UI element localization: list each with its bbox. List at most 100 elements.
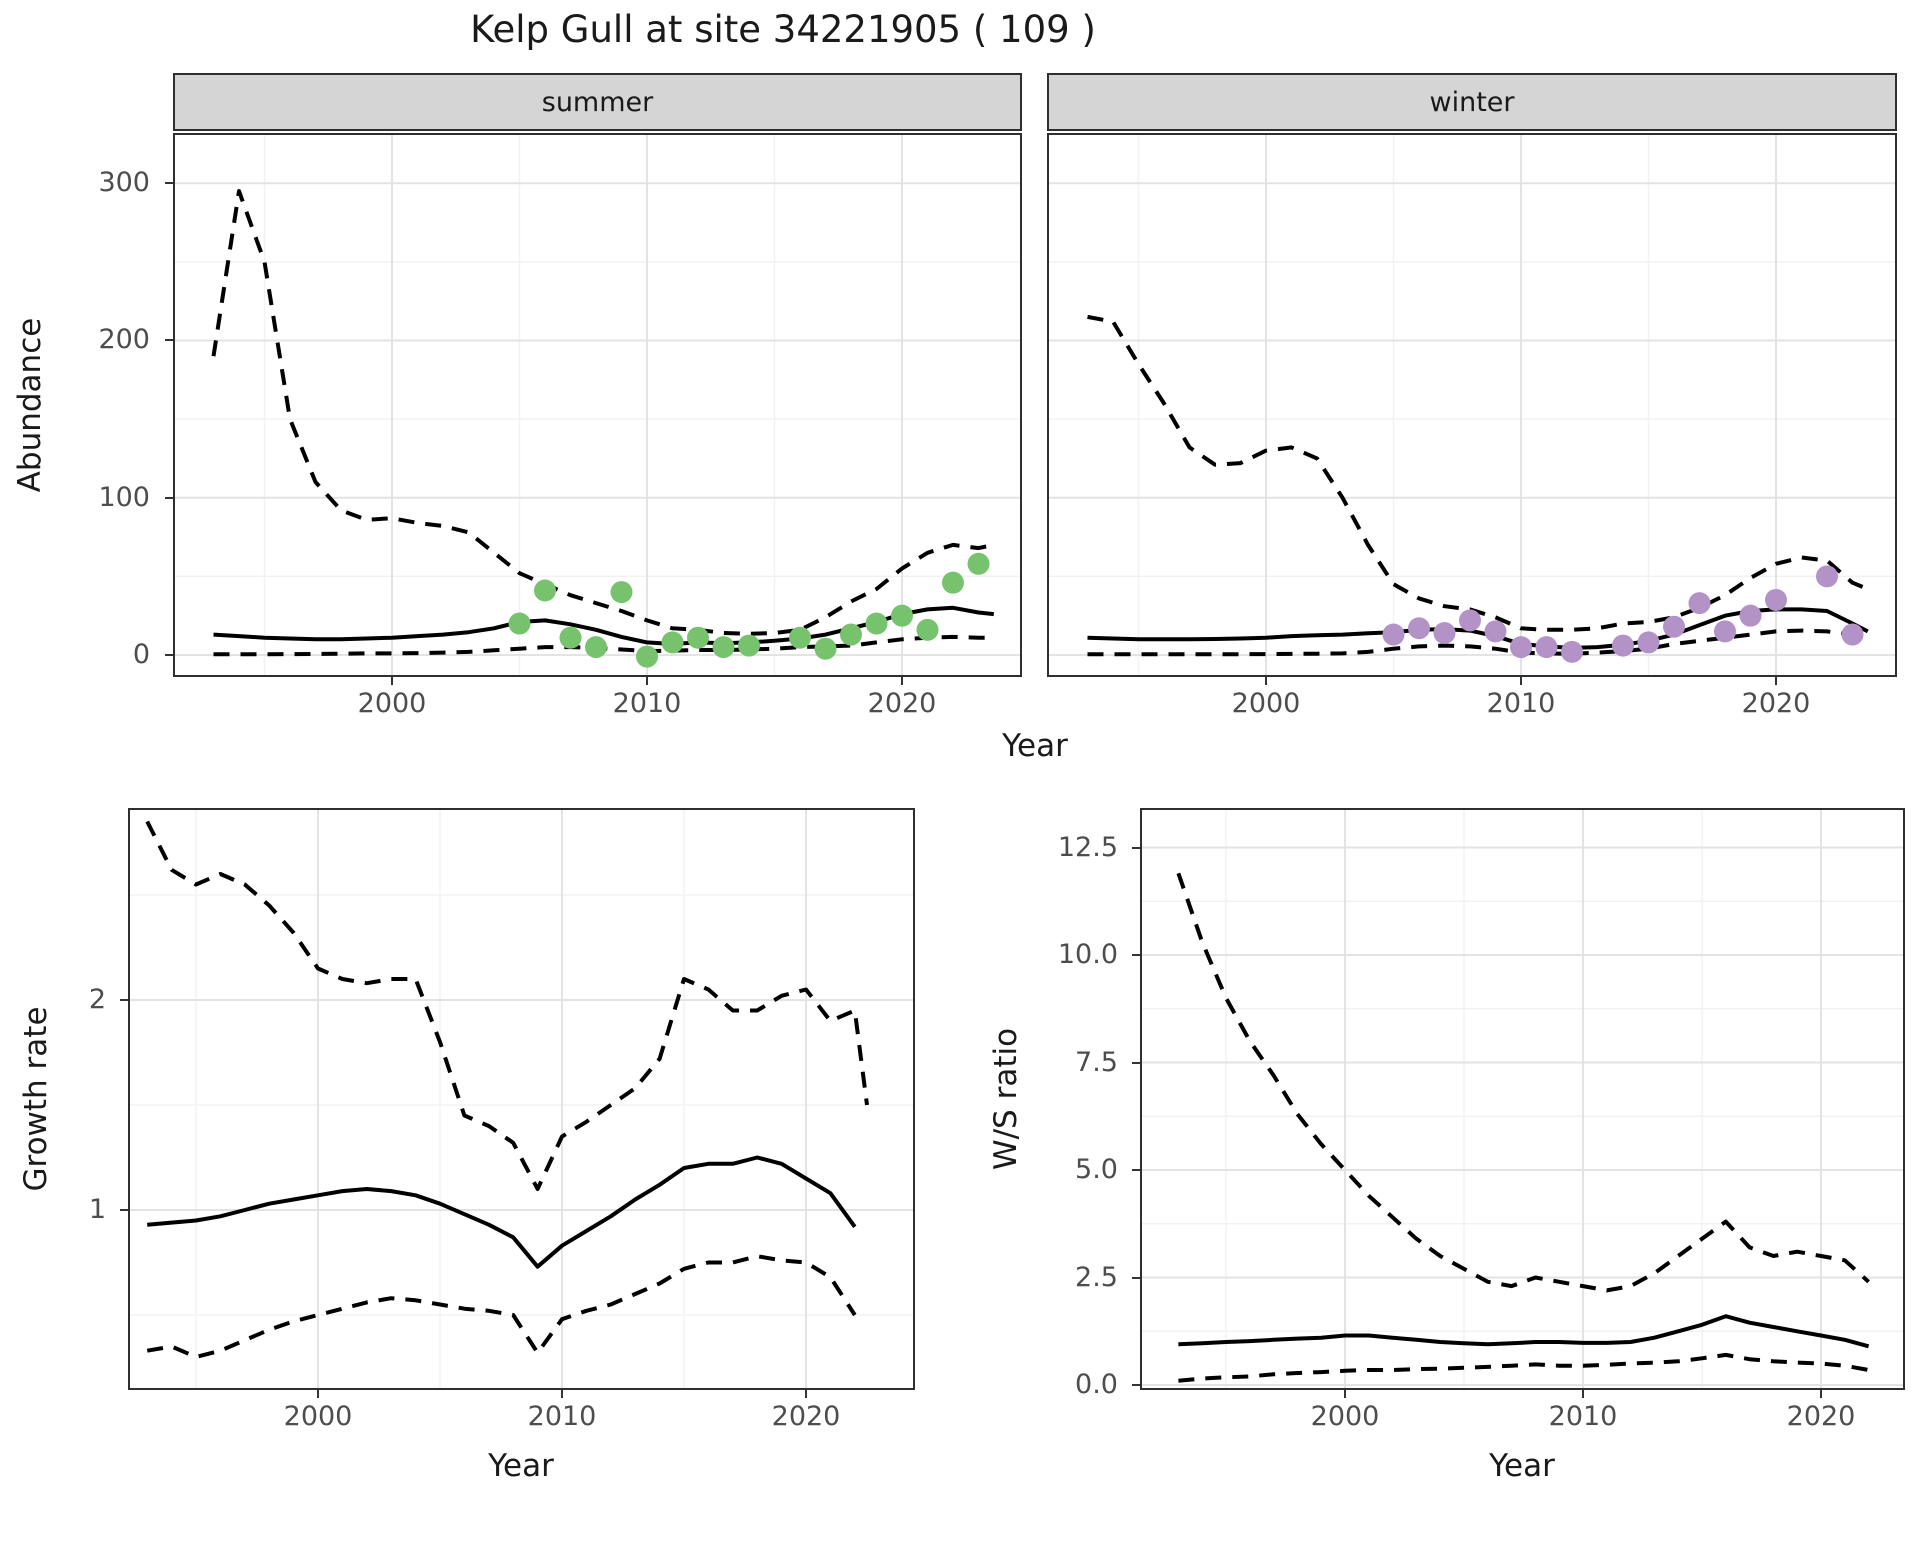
abundance_summer-point	[865, 612, 888, 635]
y-tick-label: 300	[98, 167, 150, 199]
abundance_summer-point	[559, 626, 582, 649]
abundance_summer-point	[967, 552, 990, 575]
abundance_winter-point	[1408, 617, 1430, 640]
growth_rate-median-line	[147, 1155, 857, 1269]
x-tick	[1344, 1390, 1346, 1398]
abundance_summer-point	[661, 631, 684, 654]
y-tick	[1132, 1169, 1140, 1171]
abundance_summer-point	[636, 645, 658, 668]
x-tick	[391, 677, 393, 685]
x-tick-label: 2010	[527, 1401, 597, 1432]
y-tick	[120, 999, 128, 1001]
abundance_summer-point	[814, 637, 837, 660]
x-tick	[901, 677, 903, 685]
abundance_summer-ci-line	[213, 634, 994, 657]
y-tick-label: 2.5	[1075, 1261, 1118, 1293]
x-tick-label: 2000	[357, 688, 427, 719]
x-tick	[646, 677, 648, 685]
y-axis-title-growth-rate: Growth rate	[18, 1006, 54, 1192]
abundance_winter-point	[1510, 636, 1532, 659]
panel-growth-rate	[128, 808, 915, 1390]
abundance_winter-point	[1612, 634, 1634, 657]
facet-strip-winter-label: winter	[1429, 86, 1515, 118]
x-tick-label: 2000	[283, 1401, 353, 1432]
x-tick	[1265, 677, 1267, 685]
y-tick	[1132, 954, 1140, 956]
y-tick	[1132, 1061, 1140, 1064]
abundance_summer-point	[891, 604, 913, 627]
x-tick	[805, 1390, 807, 1398]
x-tick	[1820, 1390, 1822, 1398]
abundance_winter-point	[1688, 592, 1711, 615]
x-tick-label: 2000	[1231, 688, 1301, 719]
abundance_summer-point	[738, 634, 760, 657]
abundance_winter-point	[1739, 604, 1762, 627]
y-tick-label: 12.5	[1057, 831, 1118, 863]
abundance_summer-plot	[173, 133, 1022, 677]
abundance_summer-ci-line	[211, 189, 995, 636]
x-tick	[1520, 677, 1522, 685]
abundance_summer-point	[610, 581, 633, 604]
y-tick-label: 10.0	[1057, 939, 1118, 970]
abundance_summer-point	[712, 636, 735, 659]
y-tick	[165, 496, 173, 499]
abundance_summer-point	[789, 626, 811, 649]
y-tick-label: 5.0	[1075, 1154, 1118, 1185]
panel-summer-abundance	[173, 133, 1022, 677]
y-tick	[120, 1209, 128, 1211]
y-tick	[1132, 1276, 1140, 1279]
y-tick	[1132, 846, 1140, 849]
y-tick	[1132, 1384, 1140, 1386]
x-tick-label: 2010	[612, 688, 682, 719]
x-axis-title-year-top: Year	[1002, 728, 1068, 764]
growth_rate-plot	[128, 808, 915, 1390]
x-tick-label: 2010	[1486, 688, 1556, 719]
abundance_summer-point	[916, 618, 939, 641]
x-tick	[1582, 1390, 1584, 1398]
ws_ratio-plot	[1140, 808, 1905, 1390]
growth_rate-ci-line	[145, 820, 869, 1191]
growth_rate-ci-line	[146, 1254, 857, 1359]
abundance_winter-point	[1433, 621, 1456, 644]
facet-strip-summer-label: summer	[541, 86, 654, 118]
x-tick	[1775, 677, 1777, 685]
x-tick-label: 2020	[1741, 688, 1811, 719]
x-axis-title-year-ws: Year	[1489, 1448, 1555, 1484]
y-tick-label: 100	[98, 481, 150, 513]
abundance_winter-point	[1561, 640, 1583, 663]
abundance_winter-point	[1637, 631, 1660, 654]
facet-strip-summer: summer	[173, 73, 1022, 131]
abundance_winter-ci-line	[1087, 314, 1869, 632]
x-tick-label: 2000	[1310, 1401, 1380, 1432]
abundance_winter-point	[1765, 588, 1787, 611]
y-tick-label: 0.0	[1075, 1369, 1118, 1400]
x-tick-label: 2020	[867, 688, 937, 719]
abundance_summer-point	[534, 579, 556, 602]
y-tick	[165, 182, 173, 185]
facet-strip-winter: winter	[1047, 73, 1897, 131]
y-tick-label: 2	[88, 984, 106, 1015]
y-tick-label: 7.5	[1075, 1046, 1118, 1078]
abundance_winter-point	[1841, 623, 1864, 646]
y-axis-title-abundance: Abundance	[12, 317, 48, 493]
abundance_summer-point	[508, 612, 531, 635]
abundance_winter-point	[1484, 620, 1507, 643]
x-axis-title-year-growth: Year	[488, 1448, 554, 1484]
x-tick	[317, 1390, 319, 1398]
y-tick	[165, 339, 173, 342]
abundance_summer-point	[840, 623, 862, 646]
y-tick-label: 1	[88, 1194, 106, 1225]
x-tick	[561, 1390, 563, 1398]
abundance_winter-point	[1816, 565, 1838, 588]
chart-title: Kelp Gull at site 34221905 ( 109 )	[470, 8, 1096, 51]
y-tick	[165, 654, 173, 656]
ws_ratio-ci-line	[1176, 872, 1870, 1293]
panel-ws-ratio	[1140, 808, 1905, 1390]
abundance_winter-point	[1663, 615, 1685, 638]
panel-winter-abundance	[1047, 133, 1897, 677]
abundance_winter-point	[1459, 609, 1481, 632]
abundance_winter-ci-line	[1087, 628, 1869, 657]
x-tick-label: 2020	[1786, 1401, 1856, 1432]
x-tick-label: 2010	[1548, 1401, 1618, 1432]
